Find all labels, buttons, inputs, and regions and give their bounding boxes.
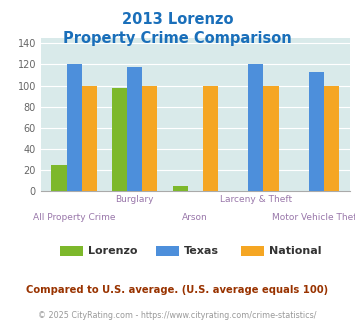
Bar xyxy=(203,85,218,191)
Text: Burglary: Burglary xyxy=(115,195,154,204)
Bar xyxy=(248,64,263,191)
Bar xyxy=(173,186,188,191)
Text: 2013 Lorenzo: 2013 Lorenzo xyxy=(122,12,233,26)
Text: Property Crime Comparison: Property Crime Comparison xyxy=(63,31,292,46)
Bar xyxy=(309,72,324,191)
Text: Texas: Texas xyxy=(184,246,219,256)
Text: National: National xyxy=(269,246,321,256)
Text: Lorenzo: Lorenzo xyxy=(88,246,137,256)
Bar xyxy=(112,88,127,191)
Text: © 2025 CityRating.com - https://www.cityrating.com/crime-statistics/: © 2025 CityRating.com - https://www.city… xyxy=(38,311,317,320)
Bar xyxy=(51,165,67,191)
Text: Arson: Arson xyxy=(182,213,208,222)
Bar xyxy=(324,85,339,191)
Bar xyxy=(263,85,279,191)
Bar xyxy=(142,85,157,191)
Bar xyxy=(82,85,97,191)
Text: Compared to U.S. average. (U.S. average equals 100): Compared to U.S. average. (U.S. average … xyxy=(26,285,329,295)
Text: Motor Vehicle Theft: Motor Vehicle Theft xyxy=(272,213,355,222)
Bar xyxy=(127,67,142,191)
Text: All Property Crime: All Property Crime xyxy=(33,213,115,222)
Text: Larceny & Theft: Larceny & Theft xyxy=(220,195,292,204)
Bar xyxy=(67,64,82,191)
